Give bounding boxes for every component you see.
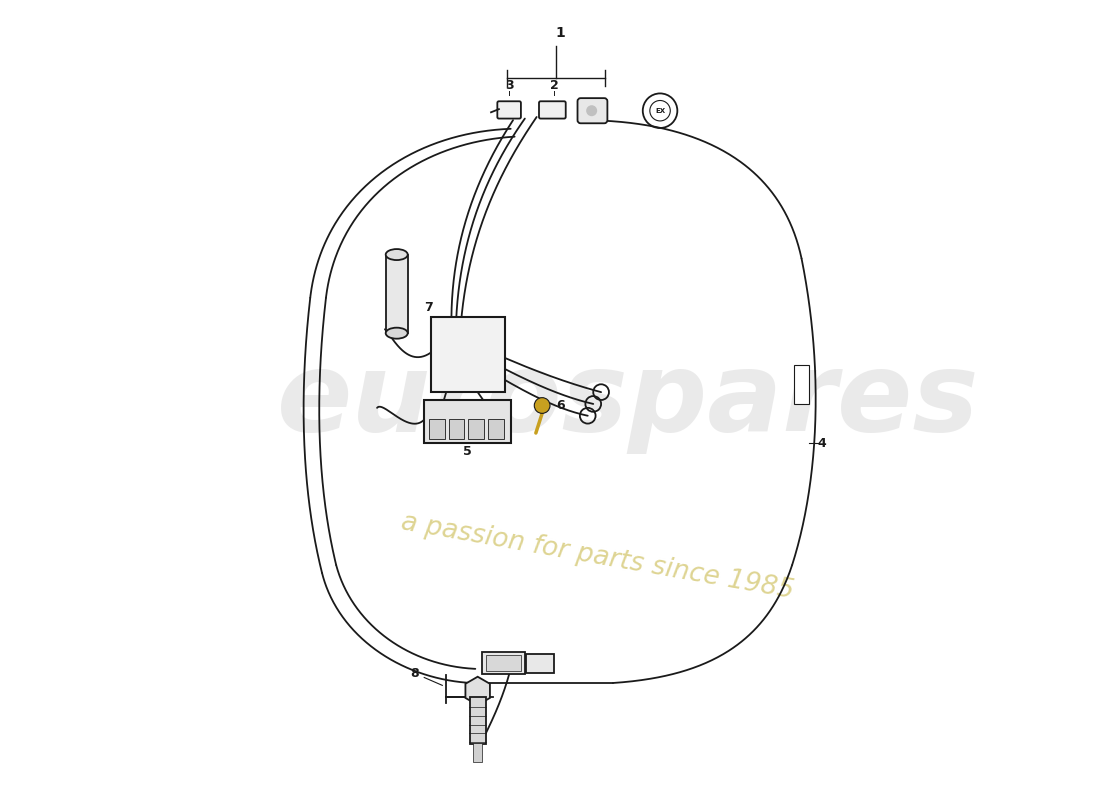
- FancyBboxPatch shape: [425, 400, 510, 443]
- Text: 4: 4: [817, 437, 826, 450]
- Bar: [470, 697, 485, 744]
- FancyBboxPatch shape: [539, 102, 565, 118]
- FancyBboxPatch shape: [794, 365, 810, 404]
- FancyBboxPatch shape: [488, 419, 504, 438]
- Text: a passion for parts since 1985: a passion for parts since 1985: [398, 510, 795, 605]
- FancyBboxPatch shape: [469, 419, 484, 438]
- Text: EX: EX: [654, 108, 666, 114]
- Bar: [386, 254, 408, 333]
- FancyBboxPatch shape: [430, 318, 505, 392]
- Text: 6: 6: [557, 399, 565, 413]
- FancyBboxPatch shape: [482, 652, 525, 674]
- Text: 8: 8: [410, 666, 419, 680]
- FancyBboxPatch shape: [429, 419, 444, 438]
- FancyBboxPatch shape: [578, 98, 607, 123]
- Polygon shape: [465, 677, 490, 705]
- Ellipse shape: [386, 328, 408, 338]
- FancyBboxPatch shape: [485, 655, 521, 671]
- Circle shape: [586, 106, 597, 116]
- FancyBboxPatch shape: [527, 654, 554, 673]
- Text: 1: 1: [556, 26, 564, 40]
- Text: eurospares: eurospares: [277, 346, 980, 454]
- Text: 7: 7: [425, 301, 433, 314]
- Text: 5: 5: [463, 445, 472, 458]
- Ellipse shape: [386, 249, 408, 260]
- FancyBboxPatch shape: [497, 102, 521, 118]
- Bar: [473, 742, 483, 762]
- FancyBboxPatch shape: [449, 419, 464, 438]
- Circle shape: [535, 398, 550, 414]
- Text: 3: 3: [505, 79, 514, 93]
- Text: 2: 2: [550, 79, 559, 93]
